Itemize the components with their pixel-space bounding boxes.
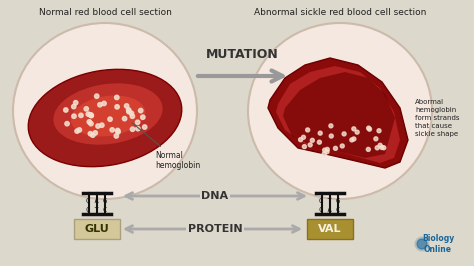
Text: Abormal
hemoglobin
form strands
that cause
sickle shape: Abormal hemoglobin form strands that cau… — [415, 99, 459, 137]
Circle shape — [110, 128, 114, 132]
Circle shape — [122, 117, 127, 121]
Circle shape — [75, 129, 79, 133]
Circle shape — [127, 108, 131, 112]
Circle shape — [325, 147, 329, 151]
Circle shape — [89, 113, 93, 118]
Circle shape — [366, 126, 371, 130]
FancyBboxPatch shape — [74, 219, 120, 239]
Circle shape — [98, 103, 102, 107]
Circle shape — [130, 127, 135, 131]
Text: Normal red blood cell section: Normal red blood cell section — [38, 8, 172, 17]
Text: DNA: DNA — [201, 191, 228, 201]
Circle shape — [378, 143, 382, 147]
Circle shape — [329, 134, 333, 138]
Circle shape — [355, 130, 359, 134]
Circle shape — [89, 113, 93, 117]
Circle shape — [64, 108, 68, 112]
Circle shape — [377, 129, 381, 133]
Circle shape — [138, 108, 143, 113]
Circle shape — [318, 140, 321, 144]
Circle shape — [325, 150, 329, 154]
Text: Biology
Online: Biology Online — [422, 234, 454, 254]
Circle shape — [415, 237, 429, 251]
Circle shape — [382, 146, 386, 150]
Text: GLU: GLU — [85, 224, 109, 234]
Circle shape — [88, 131, 92, 136]
Circle shape — [334, 146, 337, 150]
Circle shape — [366, 147, 370, 151]
Circle shape — [79, 113, 83, 118]
Circle shape — [88, 113, 92, 117]
Circle shape — [102, 101, 106, 106]
Circle shape — [84, 107, 89, 111]
Polygon shape — [268, 58, 408, 168]
Circle shape — [350, 138, 354, 142]
Circle shape — [116, 130, 120, 134]
Circle shape — [306, 128, 310, 132]
Text: G T G
C A C: G T G C A C — [319, 198, 341, 213]
Circle shape — [127, 110, 131, 114]
Circle shape — [94, 94, 99, 98]
Text: G A G
C T C: G A G C T C — [86, 198, 108, 213]
Circle shape — [129, 111, 134, 115]
Circle shape — [115, 95, 119, 100]
Circle shape — [136, 120, 140, 124]
FancyBboxPatch shape — [307, 219, 353, 239]
Circle shape — [323, 148, 327, 152]
Circle shape — [86, 112, 91, 116]
Circle shape — [374, 137, 378, 141]
Circle shape — [87, 120, 91, 124]
Circle shape — [375, 146, 379, 150]
Ellipse shape — [248, 23, 432, 199]
Circle shape — [302, 145, 306, 149]
Circle shape — [352, 127, 356, 131]
Circle shape — [93, 131, 98, 135]
Ellipse shape — [71, 95, 145, 136]
Circle shape — [96, 124, 100, 128]
Circle shape — [100, 123, 104, 127]
Polygon shape — [283, 72, 395, 158]
Text: Normal
hemoglobin: Normal hemoglobin — [132, 123, 200, 171]
Circle shape — [124, 104, 129, 108]
Circle shape — [322, 152, 326, 156]
Circle shape — [380, 146, 384, 149]
Circle shape — [318, 131, 322, 135]
Circle shape — [310, 138, 314, 142]
Circle shape — [115, 105, 119, 109]
Circle shape — [114, 134, 118, 138]
Circle shape — [77, 128, 82, 132]
Polygon shape — [276, 66, 400, 163]
Text: Abnormal sickle red blood cell section: Abnormal sickle red blood cell section — [254, 8, 426, 17]
Circle shape — [308, 143, 312, 147]
Circle shape — [352, 137, 356, 141]
Circle shape — [91, 133, 95, 138]
Circle shape — [136, 126, 140, 131]
Circle shape — [143, 125, 147, 129]
Circle shape — [108, 117, 112, 121]
Ellipse shape — [28, 69, 182, 167]
Circle shape — [301, 135, 305, 139]
Circle shape — [141, 115, 145, 119]
Circle shape — [417, 239, 427, 249]
Circle shape — [329, 124, 333, 128]
Circle shape — [73, 101, 78, 105]
Circle shape — [342, 132, 346, 136]
Ellipse shape — [54, 83, 163, 145]
Text: PROTEIN: PROTEIN — [188, 224, 242, 234]
Circle shape — [65, 122, 69, 126]
Text: VAL: VAL — [318, 224, 342, 234]
Circle shape — [116, 128, 120, 133]
Circle shape — [340, 144, 344, 148]
Text: MUTATION: MUTATION — [206, 48, 278, 61]
Circle shape — [72, 114, 76, 118]
Circle shape — [367, 127, 372, 131]
Ellipse shape — [13, 23, 197, 199]
Circle shape — [130, 114, 135, 118]
Circle shape — [299, 138, 302, 142]
Circle shape — [89, 122, 93, 126]
Circle shape — [72, 105, 76, 109]
